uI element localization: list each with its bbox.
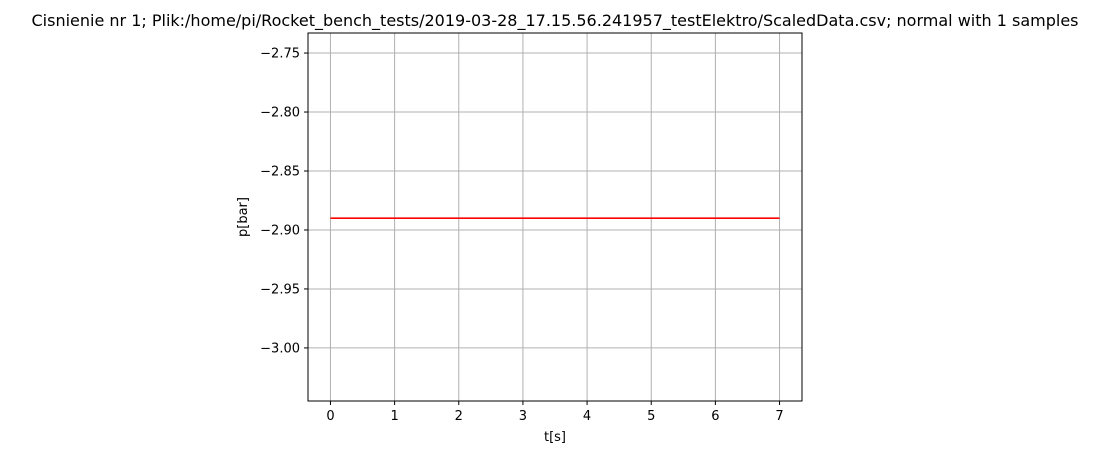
grid — [308, 33, 802, 401]
chart-title: Cisnienie nr 1; Plik:/home/pi/Rocket_ben… — [31, 11, 1078, 31]
x-tick-label: 0 — [326, 409, 334, 424]
x-tick-label: 1 — [390, 409, 398, 424]
x-tick-label: 6 — [711, 409, 719, 424]
x-tick-label: 7 — [775, 409, 783, 424]
y-axis: −2.75 −2.80 −2.85 −2.90 −2.95 −3.00 — [260, 47, 308, 356]
y-tick-label: −2.85 — [260, 165, 300, 180]
y-tick-label: −2.95 — [260, 282, 300, 297]
y-tick-label: −2.75 — [260, 47, 300, 62]
x-tick-label: 4 — [583, 409, 591, 424]
x-tick-label: 2 — [455, 409, 463, 424]
y-tick-label: −3.00 — [260, 341, 300, 356]
x-axis: 0 1 2 3 4 5 6 7 — [326, 401, 784, 424]
x-axis-label: t[s] — [544, 430, 566, 445]
x-tick-label: 3 — [519, 409, 527, 424]
y-tick-label: −2.80 — [260, 106, 300, 121]
plot-frame — [307, 32, 803, 402]
y-axis-label: p[bar] — [236, 197, 251, 237]
y-tick-label: −2.90 — [260, 223, 300, 238]
x-tick-label: 5 — [647, 409, 655, 424]
